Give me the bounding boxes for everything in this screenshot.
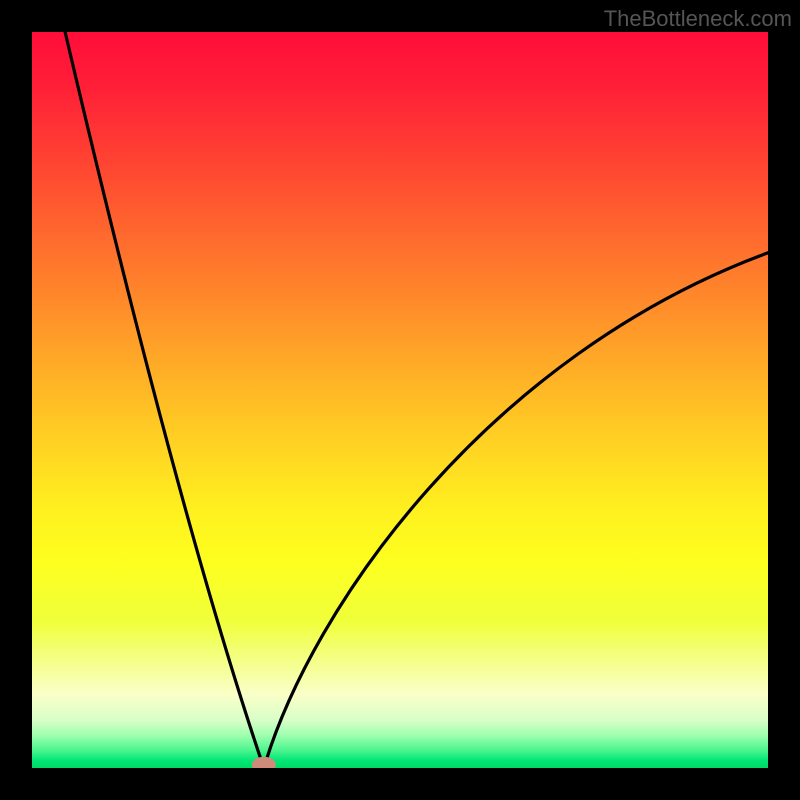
vertex-marker — [252, 757, 276, 768]
plot-area — [32, 32, 768, 768]
bottleneck-curve — [65, 32, 768, 768]
curve-layer — [32, 32, 768, 768]
watermark-text: TheBottleneck.com — [604, 6, 792, 32]
